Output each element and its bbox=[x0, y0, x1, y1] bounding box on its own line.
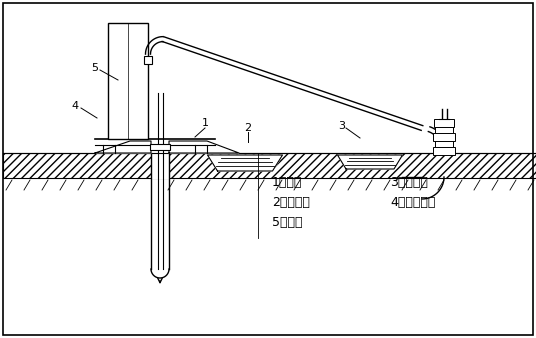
Text: 3: 3 bbox=[339, 121, 346, 131]
Polygon shape bbox=[338, 155, 403, 169]
Bar bbox=[108, 23, 148, 139]
Polygon shape bbox=[207, 155, 282, 171]
Text: 5: 5 bbox=[92, 63, 99, 73]
Bar bbox=[3, 153, 536, 178]
Bar bbox=[433, 133, 455, 141]
Polygon shape bbox=[169, 141, 239, 153]
Text: 2: 2 bbox=[244, 123, 251, 133]
Text: 4、工作平台: 4、工作平台 bbox=[390, 196, 435, 210]
Bar bbox=[144, 56, 152, 64]
Text: 3、沉淠池: 3、沉淠池 bbox=[390, 176, 428, 190]
Bar bbox=[150, 144, 170, 150]
Polygon shape bbox=[95, 141, 151, 153]
Bar bbox=[435, 127, 453, 133]
Bar bbox=[433, 147, 455, 155]
Text: 2、储浆池: 2、储浆池 bbox=[272, 196, 310, 210]
Bar bbox=[434, 119, 454, 127]
Bar bbox=[435, 141, 453, 147]
Bar bbox=[151, 152, 169, 179]
Text: 4: 4 bbox=[71, 101, 79, 111]
Text: 5、钒机: 5、钒机 bbox=[272, 217, 302, 230]
Text: 1、土台: 1、土台 bbox=[272, 176, 302, 190]
Text: 1: 1 bbox=[202, 118, 209, 128]
